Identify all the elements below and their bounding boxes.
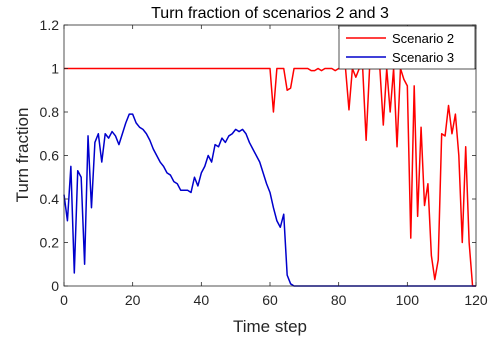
y-tick-label: 1: [51, 61, 59, 77]
y-axis: 0 0.2 0.4 0.6 0.8 1 1.2: [40, 17, 476, 294]
series-line-scenario-3: [63, 113, 476, 287]
legend: Scenario 2 Scenario 3: [338, 25, 476, 70]
y-tick-label: 0.4: [40, 191, 60, 207]
legend-label-scenario-3: Scenario 3: [392, 50, 454, 65]
x-axis: 0 20 40 60 80 100 120: [60, 25, 488, 308]
y-tick-label: 0.6: [40, 148, 60, 164]
chart-title: Turn fraction of scenarios 2 and 3: [151, 5, 389, 22]
legend-label-scenario-2: Scenario 2: [392, 31, 454, 46]
legend-box: [338, 25, 476, 70]
x-tick-label: 80: [331, 292, 347, 308]
y-tick-label: 1.2: [40, 17, 60, 33]
x-tick-label: 120: [464, 292, 488, 308]
x-tick-label: 0: [60, 292, 68, 308]
y-tick-label: 0.2: [40, 235, 60, 251]
x-tick-label: 60: [262, 292, 278, 308]
y-axis-label: Turn fraction: [13, 108, 32, 203]
x-tick-label: 20: [125, 292, 141, 308]
x-axis-label: Time step: [233, 317, 307, 336]
y-tick-label: 0.8: [40, 104, 60, 120]
x-tick-label: 40: [194, 292, 210, 308]
x-tick-label: 100: [396, 292, 420, 308]
y-tick-label: 0: [51, 278, 59, 294]
